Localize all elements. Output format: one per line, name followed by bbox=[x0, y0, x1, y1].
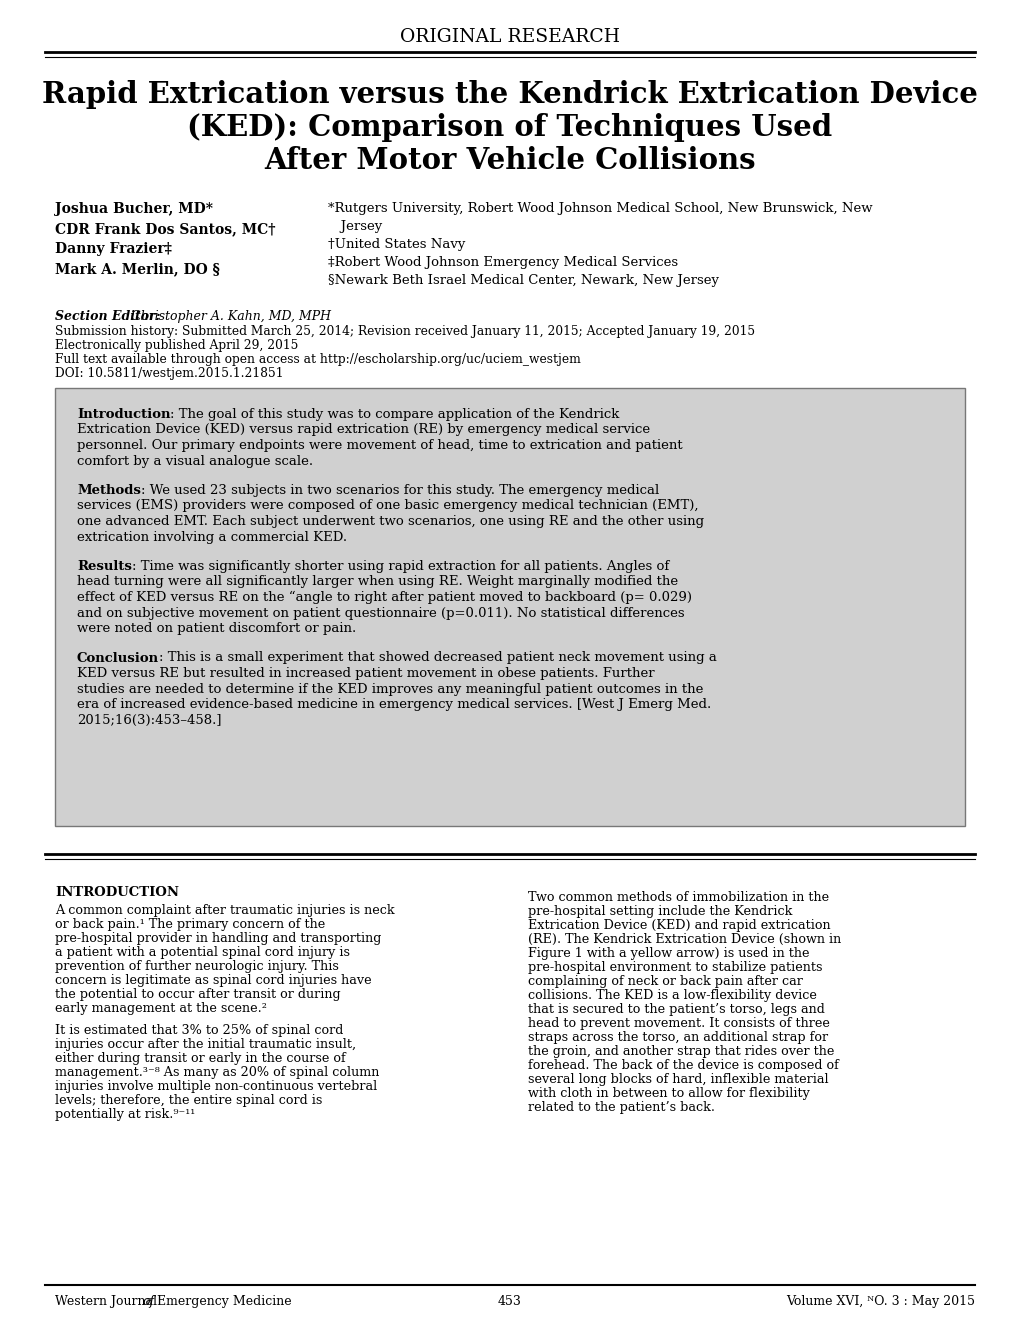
Text: pre-hospital setting include the Kendrick: pre-hospital setting include the Kendric… bbox=[528, 906, 792, 917]
Text: head to prevent movement. It consists of three: head to prevent movement. It consists of… bbox=[528, 1016, 829, 1030]
Text: effect of KED versus RE on the “angle to right after patient moved to backboard : effect of KED versus RE on the “angle to… bbox=[76, 591, 691, 605]
Text: with cloth in between to allow for flexibility: with cloth in between to allow for flexi… bbox=[528, 1086, 809, 1100]
Text: personnel. Our primary endpoints were movement of head, time to extrication and : personnel. Our primary endpoints were mo… bbox=[76, 440, 682, 451]
Text: DOI: 10.5811/westjem.2015.1.21851: DOI: 10.5811/westjem.2015.1.21851 bbox=[55, 367, 283, 380]
Text: Full text available through open access at http://escholarship.org/uc/uciem_west: Full text available through open access … bbox=[55, 352, 580, 366]
Text: Introduction: Introduction bbox=[76, 408, 170, 421]
Text: collisions. The KED is a low-flexibility device: collisions. The KED is a low-flexibility… bbox=[528, 989, 816, 1002]
Text: either during transit or early in the course of: either during transit or early in the co… bbox=[55, 1052, 345, 1065]
Text: one advanced EMT. Each subject underwent two scenarios, one using RE and the oth: one advanced EMT. Each subject underwent… bbox=[76, 515, 703, 528]
Text: Figure 1 with a yellow arrow) is used in the: Figure 1 with a yellow arrow) is used in… bbox=[528, 946, 809, 960]
Text: Extrication Device (KED) versus rapid extrication (RE) by emergency medical serv: Extrication Device (KED) versus rapid ex… bbox=[76, 424, 649, 437]
Text: the groin, and another strap that rides over the: the groin, and another strap that rides … bbox=[528, 1045, 834, 1059]
Text: §Newark Beth Israel Medical Center, Newark, New Jersey: §Newark Beth Israel Medical Center, Newa… bbox=[328, 275, 718, 286]
Text: KED versus RE but resulted in increased patient movement in obese patients. Furt: KED versus RE but resulted in increased … bbox=[76, 667, 654, 680]
Text: of: of bbox=[142, 1295, 154, 1308]
Text: Danny Frazier‡: Danny Frazier‡ bbox=[55, 242, 172, 256]
Text: Western Journal: Western Journal bbox=[55, 1295, 161, 1308]
Text: Christopher A. Kahn, MD, MPH: Christopher A. Kahn, MD, MPH bbox=[127, 310, 331, 323]
Text: : This is a small experiment that showed decreased patient neck movement using a: : This is a small experiment that showed… bbox=[159, 652, 716, 664]
Text: early management at the scene.²: early management at the scene.² bbox=[55, 1002, 267, 1015]
Text: forehead. The back of the device is composed of: forehead. The back of the device is comp… bbox=[528, 1059, 838, 1072]
Text: management.³⁻⁸ As many as 20% of spinal column: management.³⁻⁸ As many as 20% of spinal … bbox=[55, 1067, 379, 1078]
Text: complaining of neck or back pain after car: complaining of neck or back pain after c… bbox=[528, 975, 802, 987]
Text: were noted on patient discomfort or pain.: were noted on patient discomfort or pain… bbox=[76, 622, 356, 635]
Text: concern is legitimate as spinal cord injuries have: concern is legitimate as spinal cord inj… bbox=[55, 974, 371, 987]
Text: services (EMS) providers were composed of one basic emergency medical technician: services (EMS) providers were composed o… bbox=[76, 499, 698, 512]
Text: It is estimated that 3% to 25% of spinal cord: It is estimated that 3% to 25% of spinal… bbox=[55, 1024, 343, 1038]
Text: straps across the torso, an additional strap for: straps across the torso, an additional s… bbox=[528, 1031, 827, 1044]
Text: potentially at risk.⁹⁻¹¹: potentially at risk.⁹⁻¹¹ bbox=[55, 1107, 195, 1121]
Text: Conclusion: Conclusion bbox=[76, 652, 159, 664]
Text: Two common methods of immobilization in the: Two common methods of immobilization in … bbox=[528, 891, 828, 904]
Text: head turning were all significantly larger when using RE. Weight marginally modi: head turning were all significantly larg… bbox=[76, 576, 678, 589]
Text: extrication involving a commercial KED.: extrication involving a commercial KED. bbox=[76, 531, 346, 544]
Text: injuries occur after the initial traumatic insult,: injuries occur after the initial traumat… bbox=[55, 1038, 356, 1051]
Text: †United States Navy: †United States Navy bbox=[328, 238, 465, 251]
Text: (KED): Comparison of Techniques Used: (KED): Comparison of Techniques Used bbox=[187, 114, 832, 143]
Text: pre-hospital environment to stabilize patients: pre-hospital environment to stabilize pa… bbox=[528, 961, 821, 974]
Text: ‡Robert Wood Johnson Emergency Medical Services: ‡Robert Wood Johnson Emergency Medical S… bbox=[328, 256, 678, 269]
Text: several long blocks of hard, inflexible material: several long blocks of hard, inflexible … bbox=[528, 1073, 827, 1086]
Text: Section Editor:: Section Editor: bbox=[55, 310, 160, 323]
Text: prevention of further neurologic injury. This: prevention of further neurologic injury.… bbox=[55, 960, 338, 973]
Text: comfort by a visual analogue scale.: comfort by a visual analogue scale. bbox=[76, 454, 313, 467]
Text: After Motor Vehicle Collisions: After Motor Vehicle Collisions bbox=[264, 147, 755, 176]
Text: Electronically published April 29, 2015: Electronically published April 29, 2015 bbox=[55, 339, 299, 352]
Text: A common complaint after traumatic injuries is neck: A common complaint after traumatic injur… bbox=[55, 904, 394, 917]
Text: Mark A. Merlin, DO §: Mark A. Merlin, DO § bbox=[55, 261, 219, 276]
Text: or back pain.¹ The primary concern of the: or back pain.¹ The primary concern of th… bbox=[55, 917, 325, 931]
Text: INTRODUCTION: INTRODUCTION bbox=[55, 886, 178, 899]
Text: Joshua Bucher, MD*: Joshua Bucher, MD* bbox=[55, 202, 213, 216]
Text: Volume XVI, ᴺO. 3 : May 2015: Volume XVI, ᴺO. 3 : May 2015 bbox=[786, 1295, 974, 1308]
Text: Emergency Medicine: Emergency Medicine bbox=[153, 1295, 291, 1308]
Text: studies are needed to determine if the KED improves any meaningful patient outco: studies are needed to determine if the K… bbox=[76, 682, 703, 696]
Text: and on subjective movement on patient questionnaire (p=0.011). No statistical di: and on subjective movement on patient qu… bbox=[76, 606, 684, 619]
Text: 453: 453 bbox=[497, 1295, 522, 1308]
Text: the potential to occur after transit or during: the potential to occur after transit or … bbox=[55, 987, 340, 1001]
Text: CDR Frank Dos Santos, MC†: CDR Frank Dos Santos, MC† bbox=[55, 222, 275, 236]
Bar bbox=[55, 388, 964, 826]
Text: : We used 23 subjects in two scenarios for this study. The emergency medical: : We used 23 subjects in two scenarios f… bbox=[141, 484, 658, 498]
Text: pre-hospital provider in handling and transporting: pre-hospital provider in handling and tr… bbox=[55, 932, 381, 945]
Text: (RE). The Kendrick Extrication Device (shown in: (RE). The Kendrick Extrication Device (s… bbox=[528, 933, 841, 946]
Text: related to the patient’s back.: related to the patient’s back. bbox=[528, 1101, 714, 1114]
Text: Extrication Device (KED) and rapid extrication: Extrication Device (KED) and rapid extri… bbox=[528, 919, 829, 932]
Text: era of increased evidence-based medicine in emergency medical services. [West J : era of increased evidence-based medicine… bbox=[76, 698, 710, 711]
Text: *Rutgers University, Robert Wood Johnson Medical School, New Brunswick, New: *Rutgers University, Robert Wood Johnson… bbox=[328, 202, 872, 215]
Text: ORIGINAL RESEARCH: ORIGINAL RESEARCH bbox=[399, 28, 620, 46]
Text: Results: Results bbox=[76, 560, 131, 573]
Text: : Time was significantly shorter using rapid extraction for all patients. Angles: : Time was significantly shorter using r… bbox=[131, 560, 668, 573]
Text: injuries involve multiple non-continuous vertebral: injuries involve multiple non-continuous… bbox=[55, 1080, 377, 1093]
Text: Methods: Methods bbox=[76, 484, 141, 498]
Text: levels; therefore, the entire spinal cord is: levels; therefore, the entire spinal cor… bbox=[55, 1094, 322, 1107]
Text: Submission history: Submitted March 25, 2014; Revision received January 11, 2015: Submission history: Submitted March 25, … bbox=[55, 325, 754, 338]
Text: Jersey: Jersey bbox=[328, 220, 382, 234]
Text: 2015;16(3):453–458.]: 2015;16(3):453–458.] bbox=[76, 714, 221, 726]
Text: Rapid Extrication versus the Kendrick Extrication Device: Rapid Extrication versus the Kendrick Ex… bbox=[42, 81, 977, 110]
Text: that is secured to the patient’s torso, legs and: that is secured to the patient’s torso, … bbox=[528, 1003, 824, 1016]
Text: : The goal of this study was to compare application of the Kendrick: : The goal of this study was to compare … bbox=[170, 408, 620, 421]
Text: a patient with a potential spinal cord injury is: a patient with a potential spinal cord i… bbox=[55, 946, 350, 960]
